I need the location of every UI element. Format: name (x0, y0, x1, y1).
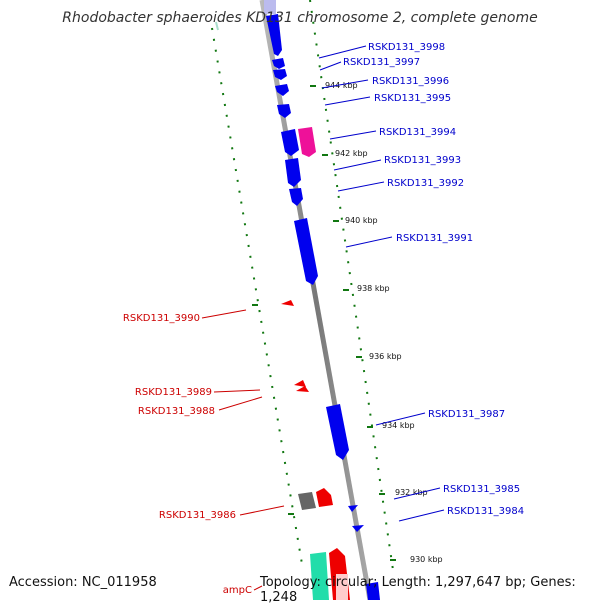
gene-label-3984[interactable]: RSKD131_3984 (447, 506, 524, 517)
tick-label-930: 930 kbp (410, 555, 443, 564)
tick-label-934: 934 kbp (382, 421, 415, 430)
gene-feature-3988[interactable] (296, 386, 309, 392)
scale-ticks (252, 85, 396, 561)
gene-label-3997[interactable]: RSKD131_3997 (343, 57, 420, 68)
tick-label-940: 940 kbp (345, 216, 378, 225)
forward-leader-lines (318, 45, 445, 522)
gene-label-3995[interactable]: RSKD131_3995 (374, 93, 451, 104)
gene-feature-3993[interactable] (281, 129, 299, 156)
forward-strand-features (264, 0, 380, 600)
gene-label-3994[interactable]: RSKD131_3994 (379, 127, 456, 138)
gene-feature-3986[interactable] (316, 488, 333, 507)
gene-label-ampc[interactable]: ampC (223, 585, 252, 596)
reverse-gene-labels: RSKD131_3990 RSKD131_3989 RSKD131_3988 R… (123, 313, 252, 596)
gene-feature-3994b[interactable] (277, 104, 291, 118)
gene-feature-3997[interactable] (272, 58, 285, 69)
gene-feature-3991[interactable] (294, 218, 318, 285)
gene-label-3987[interactable]: RSKD131_3987 (428, 409, 505, 420)
gene-label-3985[interactable]: RSKD131_3985 (443, 484, 520, 495)
gene-label-3998[interactable]: RSKD131_3998 (368, 42, 445, 53)
tick-label-932: 932 kbp (395, 488, 428, 497)
forward-gene-labels: RSKD131_3998 RSKD131_3997 RSKD131_3996 R… (343, 42, 524, 517)
gene-feature-3992[interactable] (285, 158, 301, 187)
gene-feature-bottom[interactable] (366, 582, 380, 600)
gene-feature-3998[interactable] (266, 14, 282, 56)
gene-feature-3990[interactable] (281, 300, 294, 306)
gene-label-3986[interactable]: RSKD131_3986 (159, 510, 236, 521)
map-title: Rhodobacter sphaeroides KD131 chromosome… (62, 10, 538, 26)
tick-label-944: 944 kbp (325, 81, 358, 90)
gene-feature-3994[interactable] (298, 127, 316, 157)
gene-label-3996[interactable]: RSKD131_3996 (372, 76, 449, 87)
gene-feature-3995[interactable] (275, 84, 289, 96)
accession-text: Accession: NC_011958 (9, 575, 157, 590)
gene-feature-3986-gray[interactable] (298, 492, 316, 510)
reverse-leader-lines (201, 309, 285, 591)
backbone-top-fade (215, 21, 219, 31)
gene-label-3993[interactable]: RSKD131_3993 (384, 155, 461, 166)
gene-label-3991[interactable]: RSKD131_3991 (396, 233, 473, 244)
genome-summary-text: Topology: circular; Length: 1,297,647 bp… (260, 575, 576, 605)
gene-label-3989[interactable]: RSKD131_3989 (135, 387, 212, 398)
tick-label-938: 938 kbp (357, 284, 390, 293)
tick-label-group: 944 kbp 942 kbp 940 kbp 938 kbp 936 kbp … (325, 81, 443, 564)
gene-feature-3984[interactable] (352, 525, 364, 532)
gene-feature-3996[interactable] (273, 69, 287, 80)
gene-feature-3989[interactable] (294, 380, 306, 387)
gene-feature-3985[interactable] (348, 505, 358, 512)
gene-label-3992[interactable]: RSKD131_3992 (387, 178, 464, 189)
gene-label-3990[interactable]: RSKD131_3990 (123, 313, 200, 324)
gene-feature-3987[interactable] (326, 404, 349, 460)
gene-label-3988[interactable]: RSKD131_3988 (138, 406, 215, 417)
tick-label-942: 942 kbp (335, 149, 368, 158)
chromosome-backbone (259, 0, 373, 600)
gene-feature-teal[interactable] (310, 552, 329, 600)
gene-feature-3992b[interactable] (289, 188, 303, 206)
tick-label-936: 936 kbp (369, 352, 402, 361)
gene-feature-pale (336, 574, 348, 600)
gene-feature-top (264, 0, 276, 14)
